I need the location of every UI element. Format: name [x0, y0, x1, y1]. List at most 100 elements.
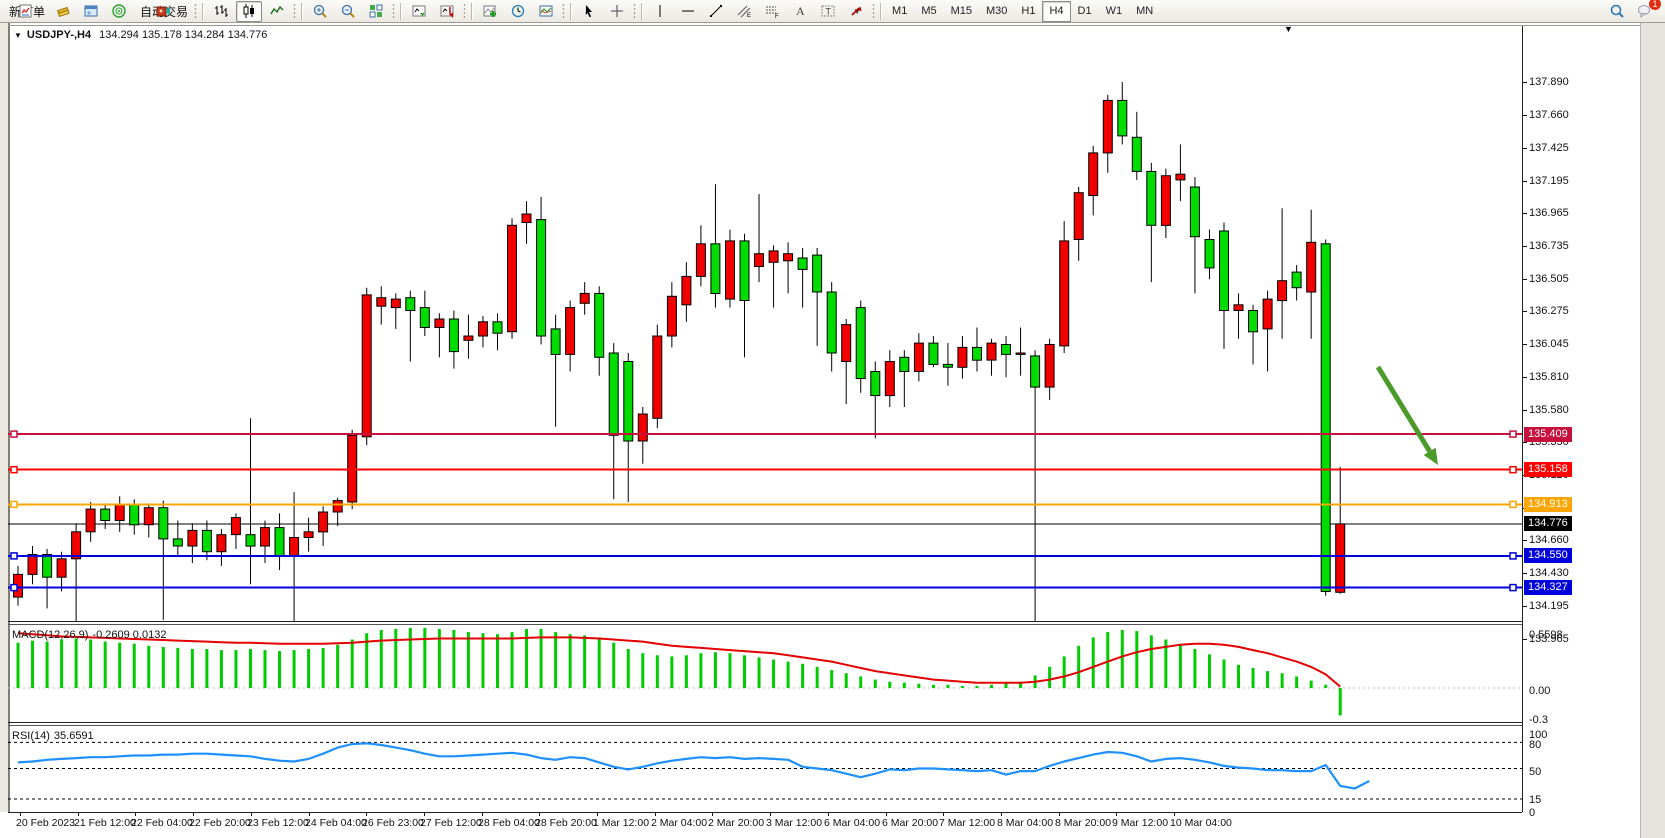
toolbar-grip[interactable]: [872, 3, 876, 19]
time-tick-label: 3 Mar 12:00: [766, 817, 823, 829]
rsi-panel-top: [8, 725, 1522, 726]
price-tick-mark: [1523, 442, 1527, 443]
tile-icon: [369, 4, 383, 18]
price-tick-mark: [1523, 246, 1527, 247]
vline-icon: [659, 5, 661, 17]
auto-scroll-button[interactable]: [406, 1, 432, 22]
rsi-plot[interactable]: [8, 725, 1522, 812]
timeframe-M1-button[interactable]: M1: [892, 5, 908, 17]
price-tick-label: 137.195: [1529, 175, 1569, 187]
toolbar-grip[interactable]: [463, 3, 467, 19]
fibonacci-button[interactable]: F: [759, 1, 785, 22]
search-icon: [1610, 4, 1624, 18]
time-tick-label: 6 Mar 20:00: [882, 817, 939, 829]
crosshair-icon: [611, 5, 624, 17]
time-tick-mark: [135, 812, 136, 816]
price-chart-plot[interactable]: [8, 26, 1522, 621]
metaeditor-button[interactable]: [50, 1, 76, 22]
time-axis[interactable]: 20 Feb 2023 21 Feb 12:00 22 Feb 04:00 22 Fe…: [8, 812, 1522, 838]
svg-text:A: A: [796, 4, 805, 18]
search-button[interactable]: [1604, 1, 1630, 22]
time-tick-label: 28 Feb 20:00: [535, 817, 597, 829]
price-axis[interactable]: 137.890 137.660 137.425 137.195 136.965 136.7…: [1523, 26, 1640, 838]
timeframe-D1-button[interactable]: D1: [1077, 5, 1092, 17]
templates-button[interactable]: ▼: [533, 1, 559, 22]
toolbar-separator: [641, 2, 644, 20]
price-tick-mark: [1523, 181, 1527, 182]
navigator-button[interactable]: [106, 1, 132, 22]
panel-separator[interactable]: [8, 621, 1522, 622]
price-tick-label: 134.660: [1529, 534, 1569, 546]
collapse-triangle-icon[interactable]: ▼: [14, 30, 22, 40]
time-tick-label: 2 Mar 20:00: [708, 817, 765, 829]
timeframe-M5-button[interactable]: M5: [921, 5, 937, 17]
toolbar-separator: [202, 2, 205, 20]
text-label-button[interactable]: T: [815, 1, 841, 22]
chartshift-icon: [440, 5, 454, 18]
template-icon: [539, 5, 553, 17]
time-tick-label: 22 Feb 20:00: [189, 817, 251, 829]
toolbar-separator: [880, 2, 883, 20]
vertical-line-button[interactable]: [647, 1, 673, 22]
price-line-badge: 134.913: [1524, 497, 1572, 512]
time-tick-mark: [309, 812, 310, 816]
textA-icon: A: [796, 4, 805, 18]
timeframe-W1-button[interactable]: W1: [1105, 5, 1123, 17]
autotrading-button[interactable]: 自动交易: [134, 1, 191, 22]
time-tick-mark: [251, 812, 252, 816]
timeframe-M15-button[interactable]: M15: [950, 5, 972, 17]
text-button[interactable]: A: [787, 1, 813, 22]
time-tick-mark: [78, 812, 79, 816]
bar-chart-button[interactable]: [208, 1, 234, 22]
zoomin-icon: [313, 4, 327, 18]
time-tick-mark: [886, 812, 887, 816]
horizontal-line-button[interactable]: [675, 1, 701, 22]
timeframe-H1-button[interactable]: H1: [1021, 5, 1036, 17]
timeframe-M30-button[interactable]: M30: [986, 5, 1008, 17]
equidistant-channel-button[interactable]: E: [731, 1, 757, 22]
indicators-button[interactable]: ▼: [477, 1, 503, 22]
time-tick-label: 6 Mar 04:00: [824, 817, 881, 829]
chart-title: ▼ USDJPY-,H4 134.294 135.178 134.284 134…: [14, 29, 267, 41]
toolbar-grip[interactable]: [194, 3, 198, 19]
periods-button[interactable]: ▼: [505, 1, 531, 22]
zoom-out-button[interactable]: [335, 1, 361, 22]
chat-button[interactable]: 1: [1632, 0, 1661, 22]
toolbar-grip[interactable]: [392, 3, 396, 19]
price-line-badge: 134.327: [1524, 580, 1572, 595]
time-tick-mark: [482, 812, 483, 816]
toolbar-separator: [570, 2, 573, 20]
price-tick-mark: [1523, 410, 1527, 411]
arrows-button[interactable]: ▼: [843, 1, 869, 22]
price-tick-mark: [1523, 148, 1527, 149]
timeframe-MN-button[interactable]: MN: [1136, 5, 1154, 17]
market-watch-button[interactable]: [78, 1, 104, 22]
new-order-button[interactable]: 新订单: [3, 1, 48, 22]
candlestick-chart-button[interactable]: [236, 0, 263, 22]
time-tick-label: 23 Feb 12:00: [247, 817, 309, 829]
trendline-button[interactable]: [703, 1, 729, 22]
time-tick-label: 28 Feb 04:00: [478, 817, 540, 829]
toolbar-grip[interactable]: [293, 3, 297, 19]
chart-shift-button[interactable]: [434, 1, 460, 22]
toolbar-grip[interactable]: [633, 3, 637, 19]
line-chart-button[interactable]: [264, 1, 290, 22]
robot-icon: [156, 6, 170, 17]
panel-separator[interactable]: [8, 722, 1522, 723]
timeframe-H4-button[interactable]: H4: [1042, 0, 1071, 22]
tline-icon: [710, 5, 723, 17]
time-tick-label: 1 Mar 12:00: [593, 817, 650, 829]
zoom-in-button[interactable]: [307, 1, 333, 22]
macd-plot[interactable]: [8, 624, 1522, 722]
tile-windows-button[interactable]: [363, 1, 389, 22]
toolbar-separator: [471, 2, 474, 20]
price-line-badge: 135.409: [1524, 427, 1572, 442]
indicators-icon: [483, 5, 497, 17]
time-tick-label: 20 Feb 2023: [16, 817, 75, 829]
time-tick-label: 9 Mar 12:00: [1112, 817, 1169, 829]
goldbook-icon: [57, 6, 70, 17]
crosshair-button[interactable]: [604, 1, 630, 22]
cursor-button[interactable]: [576, 1, 602, 22]
toolbar-grip[interactable]: [562, 3, 566, 19]
